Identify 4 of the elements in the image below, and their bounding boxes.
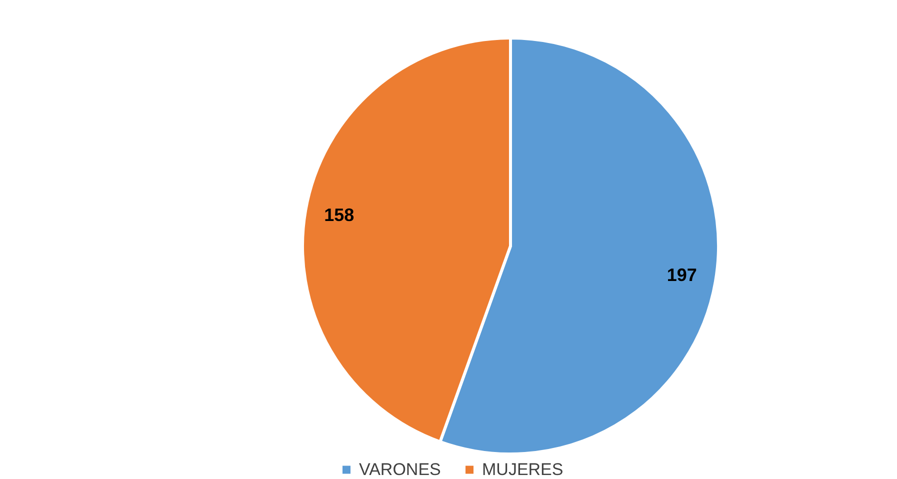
legend-label: VARONES — [359, 460, 441, 479]
data-label: 197 — [666, 264, 697, 285]
legend-label: MUJERES — [482, 460, 564, 479]
data-label: 158 — [324, 205, 354, 226]
